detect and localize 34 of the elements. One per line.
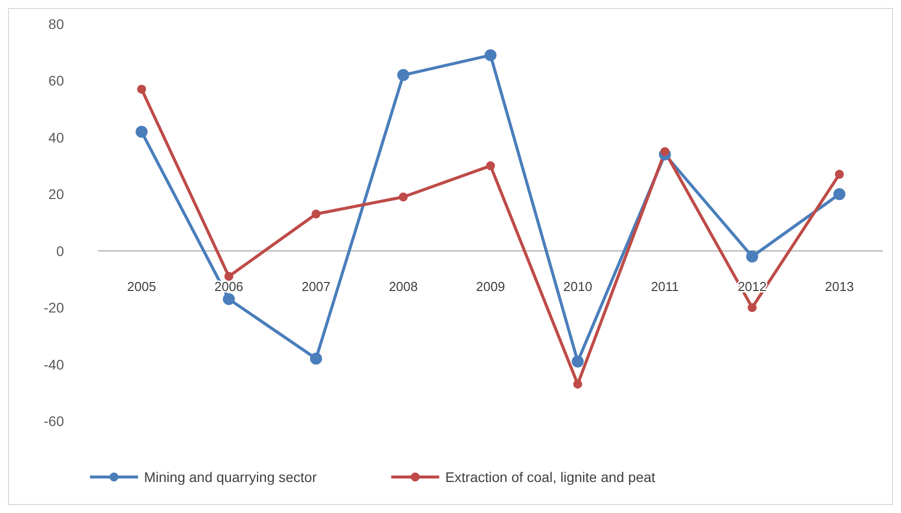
point <box>748 303 757 312</box>
y-tick-label: 60 <box>48 72 64 89</box>
point <box>572 355 584 368</box>
point <box>397 69 410 82</box>
point <box>137 84 146 94</box>
y-tick-label: -40 <box>44 356 64 372</box>
point <box>222 293 235 306</box>
point <box>746 250 758 263</box>
point <box>398 192 408 202</box>
x-tick-label: 2013 <box>824 278 854 294</box>
point <box>660 147 670 156</box>
y-tick-label: 40 <box>48 129 64 146</box>
x-tick-label: 2007 <box>302 278 331 294</box>
point <box>312 210 321 218</box>
point <box>484 49 496 62</box>
x-tick-label: 2010 <box>563 278 592 294</box>
x-tick-label: 2008 <box>388 278 418 294</box>
y-tick-label: 0 <box>56 242 64 259</box>
x-tick-label: 2005 <box>127 278 156 294</box>
point <box>834 170 844 179</box>
x-tick-label: 2009 <box>476 278 505 294</box>
x-tick-label: 2011 <box>650 278 679 294</box>
point <box>486 161 495 170</box>
point <box>310 352 322 365</box>
y-tick-label: 80 <box>48 16 64 32</box>
point <box>224 272 234 281</box>
y-tick-label: 20 <box>48 186 64 202</box>
legend-label: Extraction of coal, lignite and peat <box>445 469 656 485</box>
point <box>573 380 582 389</box>
y-tick-label: -60 <box>44 413 64 429</box>
legend-label: Mining and quarrying sector <box>144 469 318 485</box>
point <box>136 126 148 138</box>
y-tick-label: -20 <box>44 300 64 316</box>
point <box>833 188 846 200</box>
